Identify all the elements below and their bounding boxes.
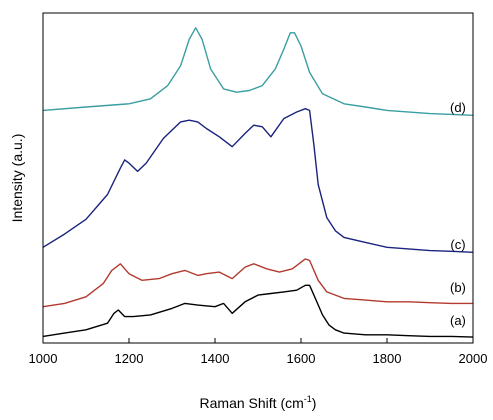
x-axis-title-main: Raman Shift (cm [200, 395, 304, 411]
series-labels: (a) (b) (c) (d) [450, 100, 466, 328]
x-axis-title-superscript: -1 [304, 394, 312, 404]
x-axis-title-close: ) [312, 395, 317, 411]
series-label-a: (a) [450, 313, 466, 328]
x-axis-title: Raman Shift (cm-1) [200, 394, 317, 411]
plot-frame [42, 12, 474, 344]
series-line-d [42, 27, 474, 116]
series-label-b: (b) [450, 280, 466, 295]
series-layer [42, 27, 474, 338]
x-tick-label: 1000 [29, 351, 58, 366]
series-label-d: (d) [450, 100, 466, 115]
x-tick-label: 1400 [201, 351, 230, 366]
series-line-b [42, 258, 473, 308]
x-tick-label: 1200 [115, 351, 144, 366]
x-tick-label: 1600 [287, 351, 316, 366]
series-label-c: (c) [450, 237, 465, 252]
x-tick-label: 1800 [373, 351, 402, 366]
series-line-c [42, 108, 474, 253]
x-tick-label: 2000 [459, 351, 488, 366]
series-line-a [42, 284, 474, 338]
x-axis-ticks: 1000 1200 1400 1600 1800 2000 [29, 338, 488, 366]
y-axis-title: Intensity (a.u.) [9, 134, 25, 223]
